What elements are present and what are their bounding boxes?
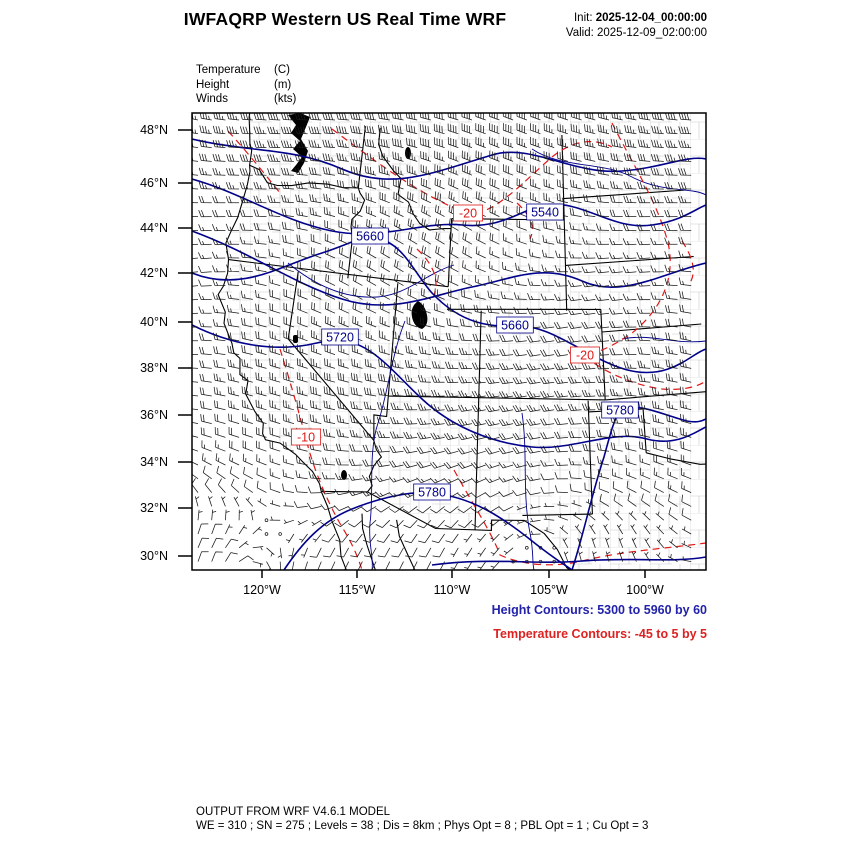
county-texture [218,113,706,570]
height-contour-label: 5660 [351,227,389,245]
lat-tick-label: 40°N [140,315,168,329]
lon-tick-label: 100°W [626,583,664,597]
wind-barbs [192,113,692,570]
lon-tick-label: 120°W [243,583,281,597]
svg-text:-20: -20 [459,207,477,221]
height-contour-label: 5780 [601,401,639,419]
map-frame [191,112,707,571]
footer-model-line: OUTPUT FROM WRF V4.6.1 MODEL [196,806,391,818]
legend-row-winds: Winds (kts) [196,93,297,105]
height-contour-caption: Height Contours: 5300 to 5960 by 60 [491,603,707,617]
temp-contour-label: -10 [291,428,322,446]
lat-tick-label: 34°N [140,455,168,469]
svg-text:-10: -10 [297,431,315,445]
temp-contour-label: -20 [452,204,483,222]
svg-text:5780: 5780 [606,404,634,418]
svg-text:5660: 5660 [356,230,384,244]
lat-tick-label: 36°N [140,408,168,422]
lat-tick-label: 32°N [140,501,168,515]
lat-tick-label: 44°N [140,221,168,235]
svg-text:5540: 5540 [531,206,559,220]
height-contour-label: 5540 [526,203,564,221]
lon-tick-label: 105°W [530,583,568,597]
lon-tick-label: 115°W [338,583,376,597]
height-contour-labels: 5540 5660 5660 5720 5780 5780 [321,203,639,501]
variable-legend: Temperature (C) Height (m) Winds (kts) [196,63,296,107]
axis-ticks [178,129,646,578]
temp-contour-label: -20 [569,346,600,364]
lon-tick-label: 110°W [433,583,471,597]
init-value: 2025-12-04_00:00:00 [595,12,707,24]
legend-row-temperature: Temperature (C) [196,64,290,76]
lat-tick-label: 42°N [140,266,168,280]
valid-time: Valid: 2025-12-09_02:00:00 [565,27,707,39]
lat-tick-label: 30°N [140,549,168,563]
weather-map: -20 -20 -10 5540 5660 5660 5720 5780 5780 [178,112,707,578]
run-times: Init: 2025-12-04_00:00:00 Valid: 2025-12… [566,11,707,41]
model-footer: OUTPUT FROM WRF V4.6.1 MODEL WE = 310 ; … [196,806,648,833]
height-contour-label: 5660 [496,316,534,334]
lat-tick-label: 46°N [140,176,168,190]
svg-text:5780: 5780 [418,486,446,500]
lat-tick-label: 48°N [140,123,168,137]
height-contour-label: 5720 [321,328,359,346]
map-area: -20 -20 -10 5540 5660 5660 5720 5780 5780 [170,105,730,587]
footer-config-line: WE = 310 ; SN = 275 ; Levels = 38 ; Dis … [196,819,649,832]
svg-text:5720: 5720 [326,331,354,345]
svg-text:5660: 5660 [501,319,529,333]
height-contour-label: 5780 [413,483,451,501]
svg-text:-20: -20 [576,349,594,363]
init-time: Init: 2025-12-04_00:00:00 [573,12,707,24]
temp-contour-labels: -20 -20 -10 [291,204,600,446]
temp-contour-caption: Temperature Contours: -45 to 5 by 5 [493,627,707,641]
lat-tick-label: 38°N [140,361,168,375]
legend-row-height: Height (m) [196,78,292,91]
rivers [287,148,706,570]
plot-title: IWFAQRP Western US Real Time WRF [183,9,507,29]
valid-value: 2025-12-09_02:00:00 [597,27,707,39]
